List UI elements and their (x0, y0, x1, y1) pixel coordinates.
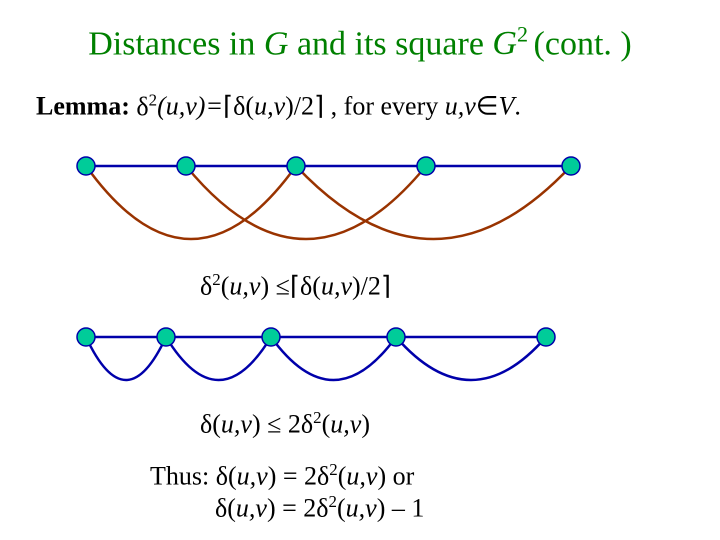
title-pre: Distances in (88, 25, 264, 62)
formula-2: δ(u,v) ≤ 2δ2(u,v) (200, 408, 370, 440)
graph-1 (36, 154, 656, 254)
slide-title: Distances in G and its square G2 (cont. … (0, 22, 720, 63)
lemma-sep: , for every (324, 92, 445, 121)
lemma-text: Lemma: δ2(u,v)=⌈δ(u,v)/2⌉ , for every u,… (36, 90, 521, 122)
lemma-dot: . (514, 92, 521, 121)
lemma-V: V (498, 92, 514, 121)
title-mid: and its square (288, 25, 492, 62)
thus-block: Thus: δ(u,v) = 2δ2(u,v) or δ(u,v) = 2δ2(… (150, 460, 424, 523)
lemma-uv: u,v (445, 92, 476, 121)
title-G2: G2 (492, 25, 533, 62)
lemma-ceil-l: ⌈ (223, 92, 233, 121)
lemma-ceil-r: ⌉ (314, 92, 324, 121)
lemma-d2: δ2 (130, 92, 157, 121)
lemma-ceil-mid: δ(u,v)/2 (233, 92, 314, 121)
formula-1: δ2(u,v) ≤⌈δ(u,v)/2⌉ (200, 270, 391, 302)
lemma-uv-eq: (u,v)= (157, 92, 223, 121)
title-G1: G (264, 25, 289, 62)
graph-2 (36, 325, 656, 405)
lemma-label: Lemma: (36, 92, 130, 121)
title-post: (cont. ) (534, 25, 632, 62)
lemma-in: ∈ (476, 92, 499, 121)
